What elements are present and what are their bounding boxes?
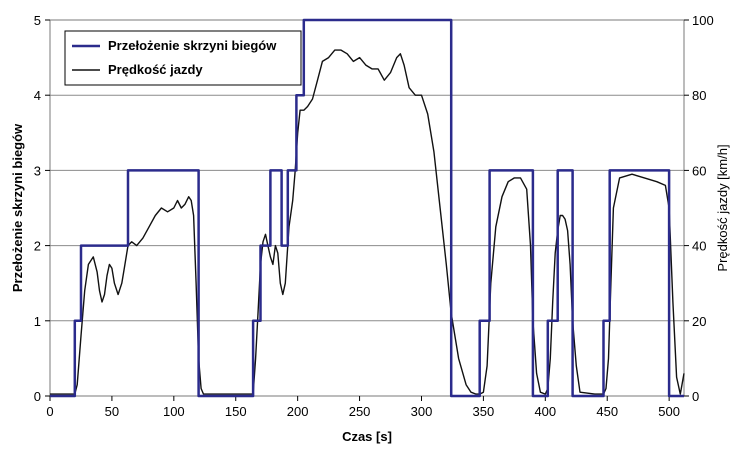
x-tick-label-6: 300 (411, 404, 433, 419)
x-tick-label-4: 200 (287, 404, 309, 419)
series-gear-line (50, 18, 684, 398)
right-axis-ticks: 0 20 40 60 80 100 (684, 13, 714, 404)
x-tick-label-1: 50 (105, 404, 119, 419)
x-axis-title: Czas [s] (342, 429, 392, 444)
series-speed-line (50, 49, 685, 395)
left-tick-label-4: 4 (34, 88, 41, 103)
right-tick-label-5: 100 (692, 13, 714, 28)
left-tick-label-1: 1 (34, 314, 41, 329)
right-tick-label-2: 40 (692, 239, 706, 254)
x-tick-label-5: 250 (349, 404, 371, 419)
legend-box (64, 30, 302, 86)
x-tick-label-2: 100 (163, 404, 185, 419)
x-tick-label-3: 150 (225, 404, 247, 419)
x-tick-label-10: 500 (658, 404, 680, 419)
right-tick-label-1: 20 (692, 314, 706, 329)
left-axis-title: Przełożenie skrzyni biegów (10, 123, 25, 292)
left-tick-label-0: 0 (34, 389, 41, 404)
right-tick-label-3: 60 (692, 163, 706, 178)
series-layer (50, 18, 685, 398)
right-axis-title: Prędkość jazdy [km/h] (715, 144, 730, 271)
x-tick-label-9: 450 (596, 404, 618, 419)
x-tick-label-0: 0 (46, 404, 53, 419)
x-tick-label-7: 350 (473, 404, 495, 419)
legend-label-speed: Prędkość jazdy (108, 62, 203, 77)
legend: Przełożenie skrzyni biegów Prędkość jazd… (64, 30, 302, 86)
x-tick-label-8: 400 (534, 404, 556, 419)
x-axis-ticks: 0 50 100 150 200 250 300 350 400 450 500 (46, 396, 680, 419)
grid-lines (50, 94, 684, 322)
legend-label-gear: Przełożenie skrzyni biegów (108, 38, 277, 53)
left-tick-label-3: 3 (34, 163, 41, 178)
left-tick-label-2: 2 (34, 239, 41, 254)
left-axis-ticks: 0 1 2 3 4 5 (34, 13, 50, 404)
right-tick-label-0: 0 (692, 389, 699, 404)
left-tick-label-5: 5 (34, 13, 41, 28)
right-tick-label-4: 80 (692, 88, 706, 103)
